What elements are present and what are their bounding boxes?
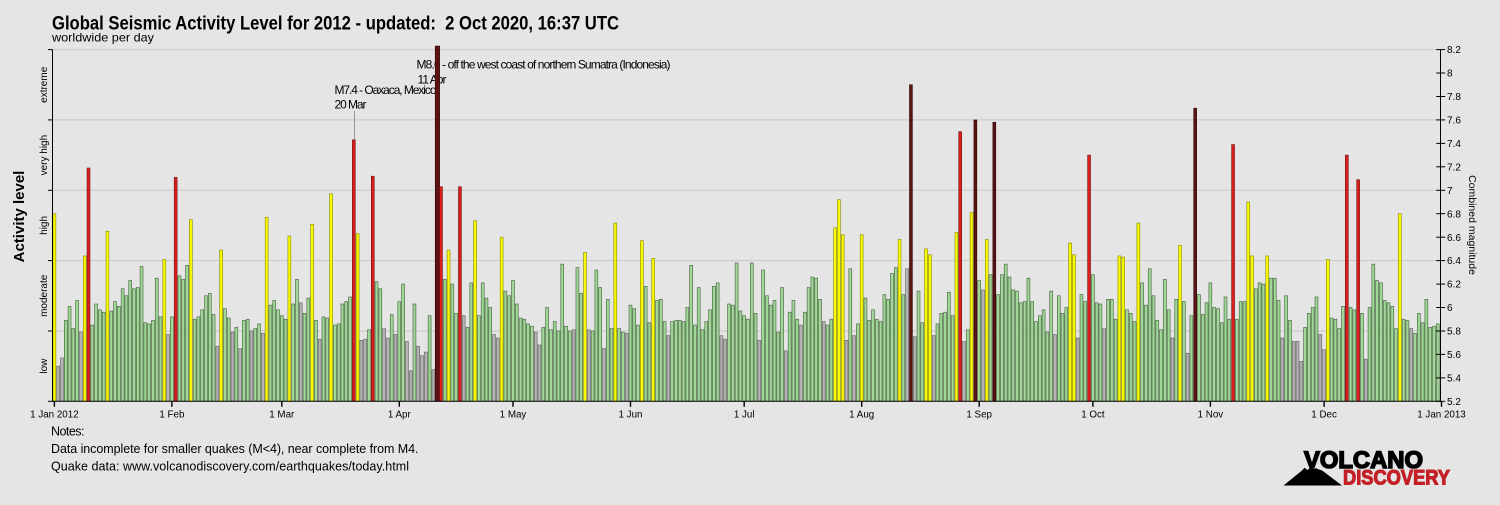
svg-text:1 Feb: 1 Feb [159, 410, 185, 421]
svg-text:7.8: 7.8 [1447, 92, 1461, 103]
svg-text:1 Jun: 1 Jun [619, 410, 643, 421]
svg-text:extreme: extreme [39, 66, 50, 103]
svg-text:1 May: 1 May [500, 410, 527, 421]
svg-text:Data incomplete for smaller qu: Data incomplete for smaller quakes (M<4)… [51, 442, 419, 456]
svg-text:Combined magnitude: Combined magnitude [1466, 175, 1478, 275]
svg-text:6: 6 [1447, 303, 1453, 314]
svg-text:1 Apr: 1 Apr [388, 410, 412, 421]
svg-text:1 Sep: 1 Sep [966, 410, 992, 421]
svg-text:1 Jul: 1 Jul [734, 410, 755, 421]
svg-text:low: low [39, 358, 50, 374]
svg-text:7.6: 7.6 [1447, 116, 1461, 127]
svg-text:7.4: 7.4 [1447, 139, 1461, 150]
svg-text:5.8: 5.8 [1447, 327, 1461, 338]
svg-text:6.8: 6.8 [1447, 209, 1461, 220]
svg-text:8: 8 [1447, 69, 1453, 80]
svg-text:5.6: 5.6 [1447, 350, 1461, 361]
svg-text:5.2: 5.2 [1447, 397, 1461, 408]
svg-text:worldwide per day: worldwide per day [51, 31, 154, 45]
svg-text:moderate: moderate [39, 274, 50, 317]
svg-text:1 Mar: 1 Mar [269, 410, 295, 421]
svg-text:Global Seismic Activity Level: Global Seismic Activity Level for 2012 -… [52, 13, 619, 35]
svg-text:Activity level: Activity level [11, 171, 28, 263]
svg-text:Notes:: Notes: [51, 425, 85, 439]
svg-text:M8.6 - off the west coast of n: M8.6 - off the west coast of northern Su… [417, 58, 671, 72]
svg-text:8.2: 8.2 [1447, 45, 1461, 56]
svg-text:1 Aug: 1 Aug [849, 410, 874, 421]
svg-text:5.4: 5.4 [1447, 374, 1461, 385]
svg-text:M7.4 - Oaxaca, Mexico: M7.4 - Oaxaca, Mexico [335, 83, 437, 97]
svg-text:1 Jan 2013: 1 Jan 2013 [1417, 410, 1466, 421]
svg-text:VOLCANO: VOLCANO [1304, 447, 1423, 474]
svg-text:DISCOVERY: DISCOVERY [1343, 467, 1450, 490]
svg-text:6.6: 6.6 [1447, 233, 1461, 244]
svg-text:6.4: 6.4 [1447, 256, 1461, 267]
svg-text:1 Nov: 1 Nov [1198, 410, 1224, 421]
svg-text:very high: very high [39, 135, 50, 176]
svg-text:Quake data: www.volcanodiscove: Quake data: www.volcanodiscovery.com/ear… [51, 460, 409, 474]
svg-text:1 Jan 2012: 1 Jan 2012 [30, 410, 78, 421]
svg-text:20 Mar: 20 Mar [335, 98, 367, 112]
svg-text:high: high [39, 216, 50, 235]
svg-text:1 Oct: 1 Oct [1081, 410, 1105, 421]
svg-text:6.2: 6.2 [1447, 280, 1461, 291]
svg-text:7.2: 7.2 [1447, 162, 1461, 173]
svg-text:7: 7 [1447, 186, 1453, 197]
svg-text:1 Dec: 1 Dec [1311, 410, 1337, 421]
